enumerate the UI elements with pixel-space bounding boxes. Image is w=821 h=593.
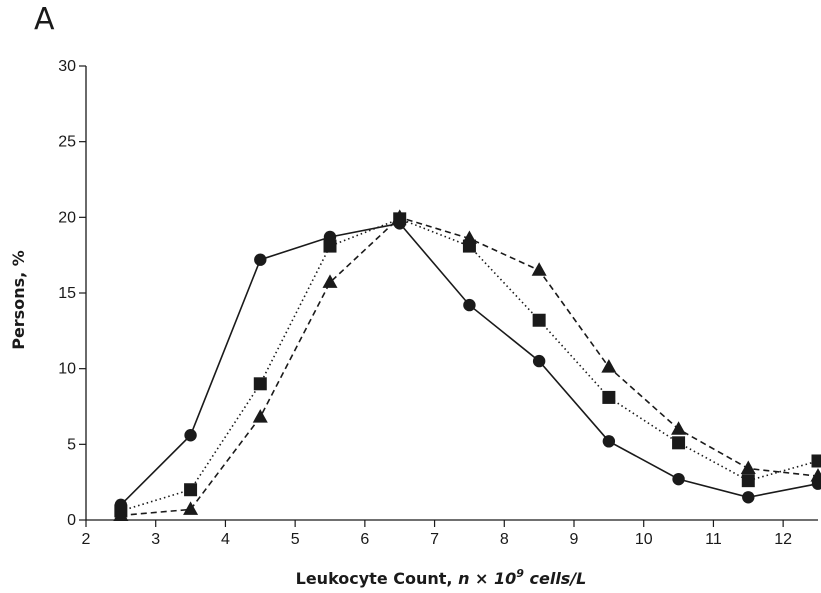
series-circle xyxy=(114,217,821,512)
x-tick-label: 9 xyxy=(570,531,579,548)
data-point-square xyxy=(323,239,337,253)
x-axis-title-n: n xyxy=(458,569,469,588)
series-line-square xyxy=(120,217,819,512)
x-axis-title-prefix: Leukocyte Count, xyxy=(296,569,458,588)
y-tick-label: 30 xyxy=(58,58,76,75)
data-point-triangle xyxy=(322,274,338,288)
x-axis-title-times: × xyxy=(469,569,494,588)
x-tick-label: 8 xyxy=(500,531,509,548)
data-point-triangle xyxy=(531,262,547,276)
x-tick-label: 10 xyxy=(635,531,653,548)
x-axis-title-units: cells/L xyxy=(524,569,586,588)
data-point-triangle xyxy=(671,421,687,435)
y-tick-label: 10 xyxy=(58,361,76,378)
y-axis-title: Persons, % xyxy=(9,250,28,350)
data-point-square xyxy=(253,377,267,391)
data-point-circle xyxy=(532,354,546,368)
x-tick-label: 4 xyxy=(221,531,230,548)
x-axis-title: Leukocyte Count, n × 109 cells/L xyxy=(296,567,587,588)
data-point-triangle xyxy=(810,468,821,482)
y-tick-label: 25 xyxy=(58,134,76,151)
data-point-circle xyxy=(602,435,616,448)
series-square xyxy=(114,212,821,518)
data-point-circle xyxy=(184,429,197,442)
data-point-circle xyxy=(254,253,267,266)
data-point-circle xyxy=(672,472,685,486)
data-point-square xyxy=(672,436,686,450)
data-point-triangle xyxy=(601,359,617,373)
data-point-square xyxy=(602,390,616,404)
x-axis-title-base: 10 xyxy=(494,569,516,588)
x-tick-label: 6 xyxy=(360,531,369,548)
data-point-triangle xyxy=(252,409,268,423)
y-tick-label: 15 xyxy=(58,285,76,302)
x-axis-title-exp: 9 xyxy=(516,567,524,580)
y-tick-label: 20 xyxy=(58,209,76,226)
x-tick-label: 12 xyxy=(774,531,792,548)
x-tick-label: 11 xyxy=(705,531,722,548)
data-point-square xyxy=(532,313,546,327)
data-point-triangle xyxy=(461,230,477,245)
panel-label: A xyxy=(34,2,55,37)
data-point-circle xyxy=(463,298,476,312)
data-point-triangle xyxy=(740,460,756,475)
data-point-square xyxy=(741,474,755,488)
x-tick-label: 7 xyxy=(430,531,439,548)
data-point-square xyxy=(184,483,198,497)
data-point-triangle xyxy=(183,501,199,515)
series-triangle xyxy=(113,209,821,521)
series-line-triangle xyxy=(120,216,819,517)
data-point-circle xyxy=(742,491,755,504)
x-tick-label: 5 xyxy=(291,531,300,548)
data-point-square xyxy=(811,454,821,468)
axes: 0 5 10 15 20 25 30 2 3 4 5 6 7 8 9 10 11 12 xyxy=(58,58,818,548)
y-tick-label: 0 xyxy=(67,512,76,529)
data-point-triangle xyxy=(392,209,408,223)
x-tick-label: 3 xyxy=(151,531,160,548)
y-tick-label: 5 xyxy=(67,436,76,453)
data-point-triangle xyxy=(113,507,129,521)
x-tick-label: 2 xyxy=(82,531,91,548)
series-layer xyxy=(113,209,821,521)
